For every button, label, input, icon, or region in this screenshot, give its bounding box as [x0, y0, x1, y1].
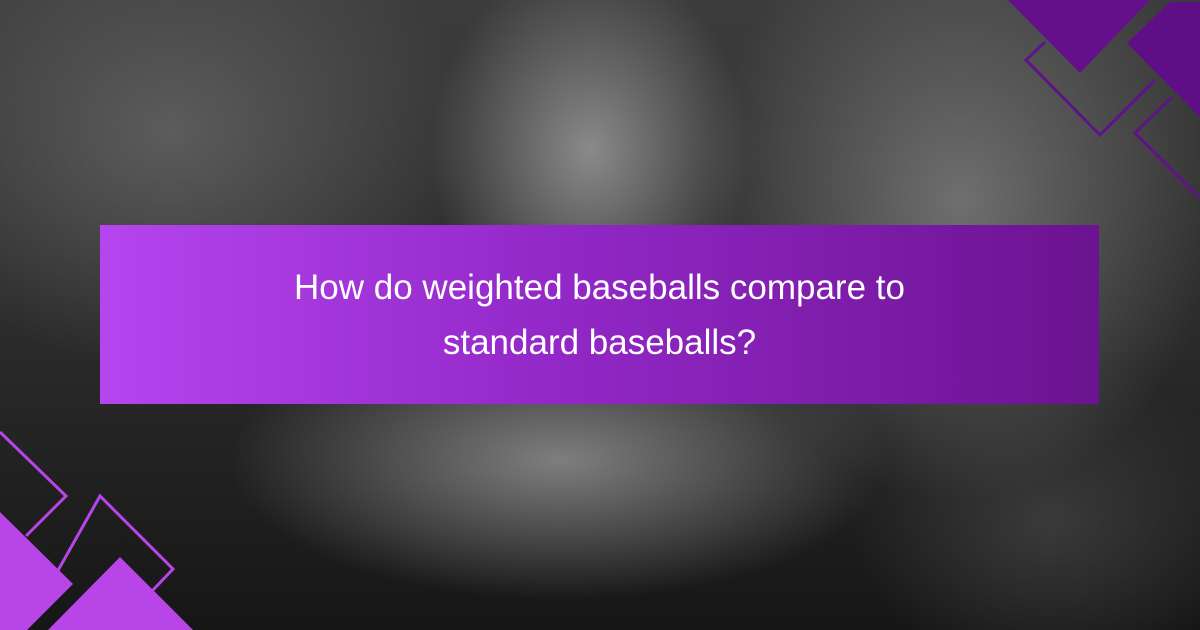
bottom-triangle: [48, 557, 193, 630]
bottom-left-outline-diamond: [41, 493, 176, 598]
page-title: How do weighted baseballs compare to sta…: [294, 267, 905, 362]
top-right-triangle: [1008, 0, 1150, 73]
top-right-outline: [1023, 40, 1157, 138]
top-right-corner-shape: [1127, 2, 1200, 117]
top-right-outline-2: [1132, 95, 1200, 200]
bottom-left-outline: [0, 430, 69, 538]
bottom-left-triangle: [0, 512, 73, 630]
title-banner: How do weighted baseballs compare to sta…: [100, 225, 1099, 404]
